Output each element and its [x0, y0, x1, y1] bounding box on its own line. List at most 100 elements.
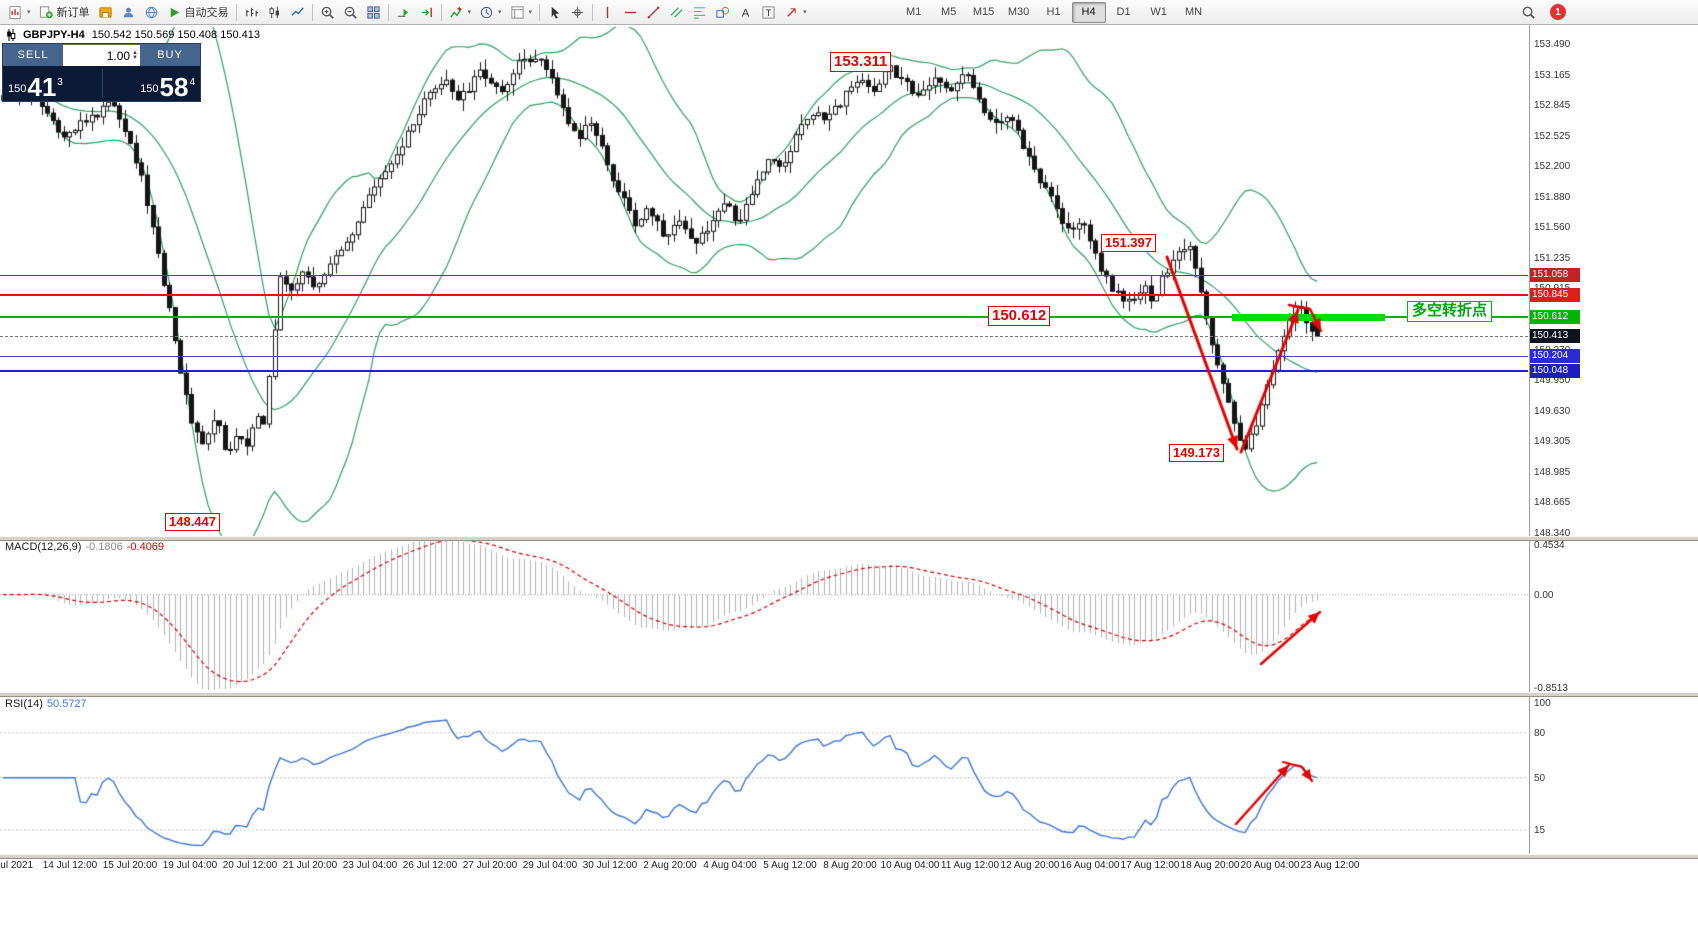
cursor-button[interactable]: [543, 1, 566, 24]
vps-button[interactable]: [140, 1, 163, 24]
toolbar-separator: [440, 3, 442, 21]
rsi-axis-tick: 50: [1534, 772, 1546, 784]
trendline-button[interactable]: [642, 1, 665, 24]
auto-scroll-button[interactable]: [392, 1, 415, 24]
timeframe-h1-button[interactable]: H1: [1046, 6, 1061, 18]
toolbar-right-group: 1: [1517, 1, 1566, 24]
auto-trading-button[interactable]: 自动交易: [163, 1, 233, 24]
zoom-in-button[interactable]: [316, 1, 339, 24]
price-axis-tag: 150.612: [1530, 310, 1580, 325]
trendline-icon: [646, 5, 661, 20]
rsi-pane-splitter[interactable]: [0, 692, 1698, 697]
periods-icon: [479, 5, 494, 20]
new-chart-button[interactable]: ▾: [4, 1, 35, 24]
time-axis-label: 2 Aug 20:00: [643, 860, 697, 871]
svg-text:A: A: [742, 7, 750, 19]
market-icon: [98, 5, 113, 20]
shapes-button[interactable]: [711, 1, 734, 24]
line-chart-button[interactable]: [286, 1, 309, 24]
chart-shift-icon: [419, 5, 434, 20]
periods-button[interactable]: ▾: [475, 1, 506, 24]
text-label-button[interactable]: T: [757, 1, 780, 24]
horizontal-line-button[interactable]: [619, 1, 642, 24]
time-axis-label: 20 Aug 04:00: [1240, 860, 1300, 871]
text-button[interactable]: A: [734, 1, 757, 24]
crosshair-button[interactable]: [566, 1, 589, 24]
price-axis-border[interactable]: [1529, 25, 1530, 857]
auto-trading-icon: [167, 5, 182, 20]
price-annotation-label[interactable]: 150.612: [988, 306, 1051, 326]
timeframe-m1-button[interactable]: M1: [905, 6, 922, 18]
toolbar-separator: [592, 3, 594, 21]
timeframe-d1-button[interactable]: D1: [1116, 6, 1131, 18]
timeframe-m15-button[interactable]: M15: [972, 6, 995, 18]
price-axis-tick: 151.560: [1534, 222, 1571, 234]
search-button[interactable]: [1517, 1, 1540, 24]
bars-chart-button[interactable]: [240, 1, 263, 24]
caret-down-icon: ▾: [498, 9, 502, 16]
volume-input[interactable]: 1.00 ▲ ▼: [63, 44, 140, 66]
indicators-button[interactable]: ▾: [445, 1, 476, 24]
new-order-label: 新订单: [56, 7, 90, 19]
price-annotation-label[interactable]: 149.173: [1169, 444, 1224, 462]
price-annotation-label[interactable]: 153.311: [830, 52, 892, 72]
macd-name: MACD(12,26,9): [5, 541, 82, 553]
price-axis-tag: 150.048: [1530, 363, 1580, 378]
time-axis-label: 23 Aug 12:00: [1300, 860, 1360, 871]
timeframe-w1-button[interactable]: W1: [1150, 6, 1167, 18]
text-label-icon: T: [761, 5, 776, 20]
price-axis-tick: 148.665: [1534, 497, 1571, 509]
sell-price-prefix: 150: [8, 83, 27, 95]
rsi-axis-tick: 80: [1534, 727, 1546, 739]
equidistant-channel-button[interactable]: [665, 1, 688, 24]
timeframe-mn-button[interactable]: MN: [1185, 6, 1203, 18]
search-icon: [1521, 5, 1536, 20]
templates-button[interactable]: ▾: [506, 1, 537, 24]
timeframe-m5-button[interactable]: M5: [940, 6, 957, 18]
zoom-out-button[interactable]: [339, 1, 362, 24]
turning-point-label[interactable]: 多空转折点: [1407, 301, 1493, 322]
sell-button[interactable]: SELL: [3, 44, 63, 66]
arrows-tool-button[interactable]: ▾: [780, 1, 811, 24]
time-axis-label: 16 Aug 04:00: [1060, 860, 1120, 871]
time-axis-label: 15 Jul 20:00: [102, 860, 158, 871]
macd-main-value: -0.1806: [85, 541, 123, 553]
timeframe-h4-button[interactable]: H4: [1071, 1, 1106, 23]
timeframe-toolbar: M1 M5 M15 M30 H1 H4 D1 W1 MN: [897, 1, 1211, 23]
price-annotation-label[interactable]: 151.397: [1101, 234, 1156, 252]
sell-price-pip: 3: [57, 77, 63, 88]
buy-button[interactable]: BUY: [140, 44, 200, 66]
fibonacci-retracement-button[interactable]: [688, 1, 711, 24]
price-annotation-label[interactable]: 148.447: [165, 513, 220, 531]
price-level-line-150.845[interactable]: [0, 294, 1528, 297]
step-down-icon[interactable]: ▼: [132, 54, 138, 61]
shapes-icon: [715, 5, 730, 20]
signals-button[interactable]: [117, 1, 140, 24]
buy-price[interactable]: 150 58 4: [102, 66, 201, 101]
price-level-line-151.058[interactable]: [0, 274, 1528, 276]
time-axis-splitter[interactable]: [0, 854, 1698, 859]
candles-chart-button[interactable]: [263, 1, 286, 24]
macd-pane-splitter[interactable]: [0, 536, 1698, 541]
one-click-trading-panel: SELL 1.00 ▲ ▼ BUY 150 41 3 150 58 4: [2, 43, 201, 102]
tile-windows-button[interactable]: [362, 1, 385, 24]
price-axis-tick: 153.165: [1534, 69, 1571, 81]
market-button[interactable]: [94, 1, 117, 24]
volume-stepper[interactable]: ▲ ▼: [132, 50, 138, 61]
price-level-line-150.413[interactable]: [0, 336, 1528, 338]
notification-badge[interactable]: 1: [1550, 4, 1566, 20]
sell-price[interactable]: 150 41 3: [3, 66, 102, 101]
caret-down-icon: ▾: [27, 9, 31, 16]
vertical-line-button[interactable]: [596, 1, 619, 24]
turning-zone-bar[interactable]: [1232, 314, 1385, 322]
chart-shift-button[interactable]: [415, 1, 438, 24]
buy-price-prefix: 150: [140, 83, 159, 95]
new-order-button[interactable]: 新订单: [35, 1, 94, 24]
timeframe-m30-button[interactable]: M30: [1007, 6, 1030, 18]
price-level-line-150.048[interactable]: [0, 369, 1528, 372]
buy-price-big: 58: [159, 71, 189, 102]
price-level-line-150.204[interactable]: [0, 356, 1528, 357]
new-order-icon: [39, 5, 54, 20]
